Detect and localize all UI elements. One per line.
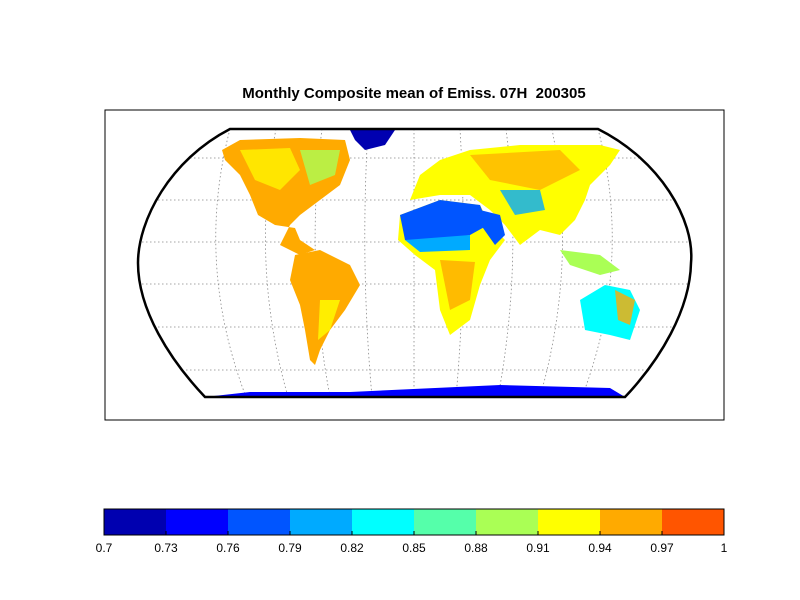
map-outline (136, 127, 693, 399)
colorbar-segment (414, 509, 476, 535)
map-title: Monthly Composite mean of Emiss. 07H 200… (242, 85, 585, 102)
colorbar-tick-label: 0.97 (650, 541, 674, 555)
colorbar-tick-label: 0.94 (588, 541, 612, 555)
colorbar-segment (228, 509, 290, 535)
colorbar: 0.7 0.73 0.76 0.79 0.82 0.85 0.88 0.91 0.94 0.97 1 (96, 508, 728, 555)
colorbar-tick-label: 0.76 (216, 541, 240, 555)
colorbar-segment (476, 509, 538, 535)
colorbar-segment (662, 509, 724, 535)
colorbar-segment (538, 509, 600, 535)
colorbar-tick-label: 1 (721, 541, 728, 555)
land (205, 130, 640, 397)
colorbar-segment (600, 509, 662, 535)
colorbar-tick-label: 0.73 (154, 541, 178, 555)
map-body (138, 129, 692, 397)
map-frame (104, 109, 725, 421)
colorbar-segment (166, 509, 228, 535)
colorbar-tick-label: 0.85 (402, 541, 426, 555)
colorbar-tick-label: 0.88 (464, 541, 488, 555)
colorbar-tick-label: 0.82 (340, 541, 364, 555)
colorbar-segment (104, 509, 166, 535)
colorbar-segment (290, 509, 352, 535)
colorbar-segment (352, 509, 414, 535)
colorbar-tick-label: 0.91 (526, 541, 550, 555)
colorbar-tick-label: 0.79 (278, 541, 302, 555)
colorbar-tick-label: 0.7 (96, 541, 113, 555)
